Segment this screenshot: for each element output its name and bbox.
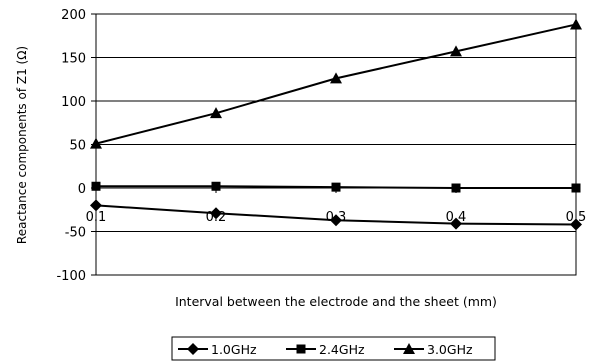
legend-item: 2.4GHz [286,342,365,357]
grid-lines [96,13,576,276]
y-tick-label: 200 [61,8,86,23]
legend-label: 3.0GHz [427,342,473,357]
y-tick-label: -50 [65,226,86,241]
data-point [331,182,341,192]
legend-label: 2.4GHz [319,342,365,357]
data-point [210,207,222,220]
y-tick-label: 0 [78,182,86,197]
x-tick-label: 0.3 [326,210,347,225]
x-tick-label: 0.5 [566,210,587,225]
legend: 1.0GHz 2.4GHz 3.0GHz [171,336,496,361]
data-point [570,218,582,231]
data-point [211,181,221,191]
x-tick-label: 0.4 [446,210,467,225]
legend-marker [403,343,415,354]
series-line [95,23,577,145]
data-point [91,181,101,191]
legend-box [171,336,496,361]
legend-marker [296,344,306,354]
data-point [90,199,102,212]
y-tick-label: 100 [61,95,86,110]
y-axis-ticks: -100 -50 0 50 100 150 200 [56,8,96,284]
data-point [330,214,342,227]
y-axis-label: Reactance components of Z1 (Ω) [15,46,29,244]
legend-item: 1.0GHz [178,342,257,357]
series-1.0GHz [90,199,582,231]
data-point [450,217,462,230]
data-point [450,45,462,57]
legend-marker [187,343,199,355]
series-layer [90,18,582,231]
x-axis-ticks: 0.1 0.2 0.3 0.4 0.5 [86,188,587,225]
data-point [330,72,342,84]
data-point [210,107,222,119]
y-tick-label: 150 [61,52,86,67]
y-tick-label: 50 [69,139,86,154]
y-tick-label: -100 [56,269,86,284]
x-tick-label: 0.1 [86,210,107,225]
series-3.0GHz [90,18,582,149]
data-point [570,18,582,30]
x-tick-label: 0.2 [206,210,227,225]
legend-label: 1.0GHz [211,342,257,357]
x-axis-label: Interval between the electrode and the s… [175,294,497,309]
data-point [90,137,102,149]
legend-item: 3.0GHz [394,342,473,357]
